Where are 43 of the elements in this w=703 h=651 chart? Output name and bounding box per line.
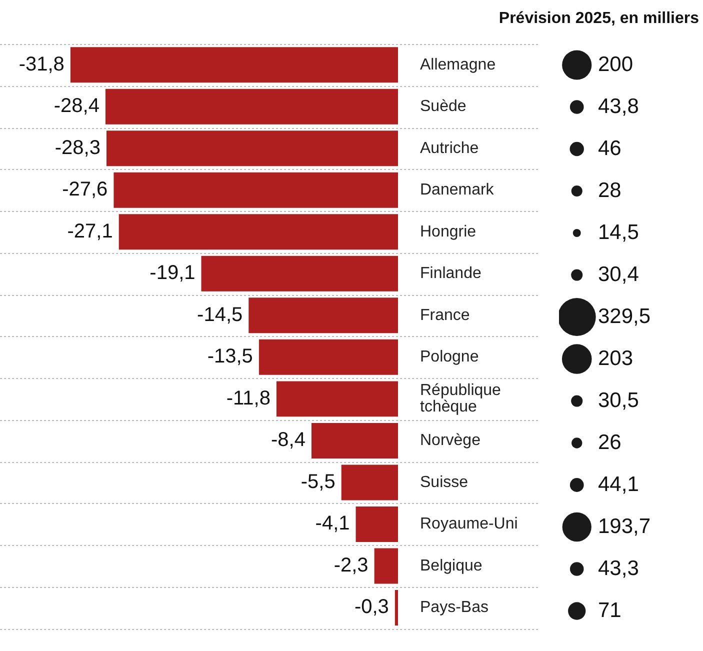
data-label: 30,4 — [598, 262, 640, 286]
y-tick-label: Royaume-Uni — [420, 516, 518, 533]
y-tick-label: Suisse — [420, 474, 468, 491]
data-label: 28 — [598, 178, 622, 202]
data-label: 329,5 — [598, 304, 651, 328]
y-tick-label: Pologne — [420, 348, 479, 366]
data-label: -0,3 — [354, 596, 389, 618]
y-tick-label: Finlande — [420, 265, 482, 282]
data-label: -14,5 — [197, 304, 243, 326]
data-label: 30,5 — [598, 388, 639, 412]
data-label: 193,7 — [598, 514, 651, 538]
data-label: -27,6 — [62, 178, 108, 201]
data-label: -28,3 — [54, 136, 100, 159]
data-label: 46 — [598, 136, 622, 160]
data-label: 203 — [598, 346, 634, 370]
data-label: -28,4 — [54, 95, 100, 118]
data-label: 200 — [598, 52, 634, 76]
data-label: 14,5 — [598, 220, 639, 244]
data-label: -31,8 — [18, 53, 64, 76]
text: Prévision 2025, en milliers — [498, 10, 699, 28]
data-label: -11,8 — [226, 387, 270, 410]
y-tick-label: Belgique — [420, 557, 482, 574]
y-tick-label: Allemagne — [420, 56, 496, 74]
data-label: -5,5 — [300, 470, 336, 493]
data-label: -4,1 — [315, 512, 350, 535]
y-tick-label: Norvège — [420, 432, 481, 450]
data-label: -13,5 — [207, 346, 253, 368]
y-tick-label: France — [420, 306, 470, 324]
data-label: 71 — [598, 598, 622, 622]
y-tick-label: Pays-Bas — [420, 599, 488, 616]
data-label: 43,8 — [598, 94, 639, 118]
y-tick-label: Hongrie — [420, 223, 476, 240]
data-label: -2,3 — [334, 554, 368, 576]
y-tick-label: Autriche — [420, 140, 479, 157]
data-label: -8,4 — [271, 429, 306, 452]
y-tick-label: République tchèque — [420, 382, 502, 416]
data-label: 44,1 — [598, 472, 639, 496]
y-tick-label: Suède — [420, 98, 466, 116]
data-label: -19,1 — [150, 262, 196, 284]
y-tick-label: Danemark — [420, 182, 495, 199]
data-label: -27,1 — [67, 220, 113, 242]
data-label: 43,3 — [598, 556, 639, 580]
data-label: 26 — [598, 430, 622, 454]
